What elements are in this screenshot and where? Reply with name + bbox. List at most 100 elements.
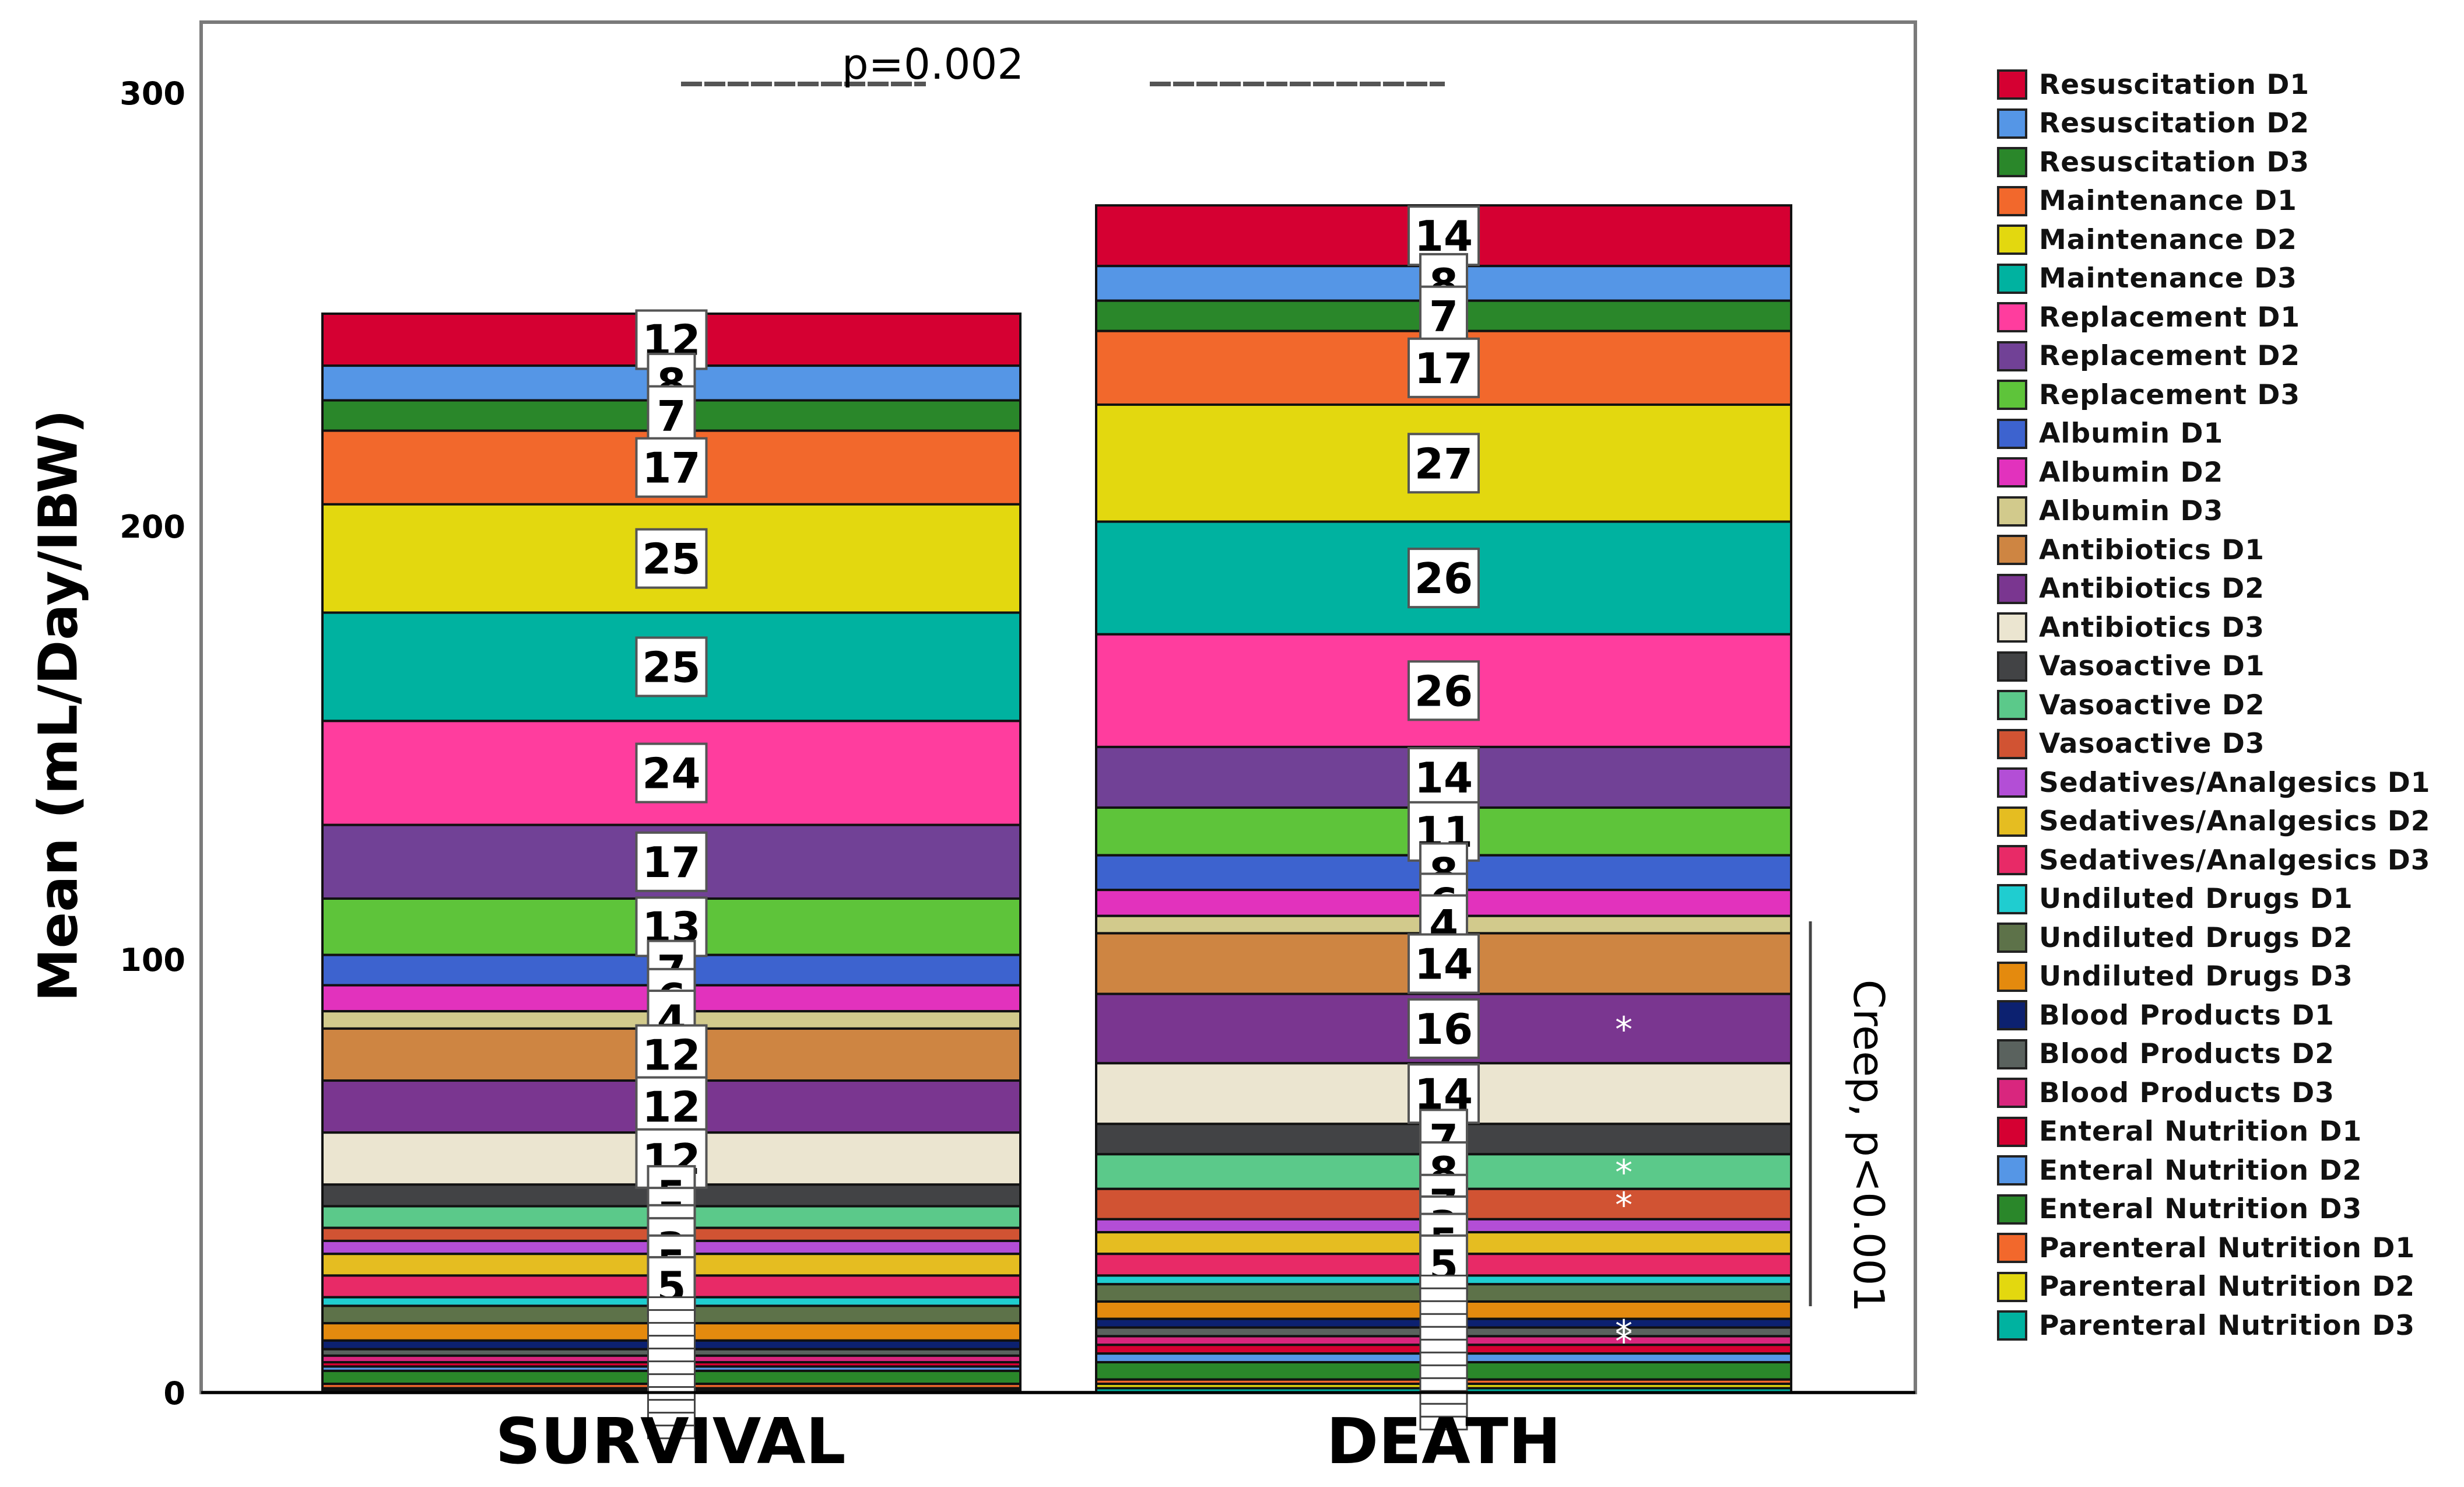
legend-item: Blood Products D1	[1997, 996, 2431, 1035]
legend-label: Maintenance D2	[2039, 223, 2297, 256]
legend-label: Enteral Nutrition D3	[2039, 1193, 2363, 1226]
legend-label: Replacement D3	[2039, 378, 2301, 411]
hidden-value-label	[1419, 1351, 1468, 1366]
hidden-value-label	[1419, 1338, 1468, 1353]
legend-label: Undiluted Drugs D2	[2039, 921, 2353, 954]
legend-label: Blood Products D1	[2039, 999, 2335, 1032]
legend-label: Sedatives/Analgesics D2	[2039, 805, 2431, 838]
legend-label: Parenteral Nutrition D1	[2039, 1232, 2416, 1264]
legend-item: Parenteral Nutrition D3	[1997, 1306, 2431, 1345]
hidden-value-label	[647, 1296, 696, 1311]
legend-label: Resuscitation D1	[2039, 68, 2310, 101]
legend-item: Undiluted Drugs D3	[1997, 958, 2431, 997]
legend-label: Parenteral Nutrition D2	[2039, 1271, 2416, 1303]
legend-label: Albumin D2	[2039, 456, 2224, 489]
svg-text:12: 12	[642, 1030, 700, 1079]
hidden-value-label	[647, 1335, 696, 1350]
svg-text:12: 12	[642, 1083, 700, 1132]
legend-item: Enteral Nutrition D3	[1997, 1190, 2431, 1229]
segment-value-label: 17	[1408, 337, 1480, 398]
legend-item: Sedatives/Analgesics D2	[1997, 802, 2431, 841]
segment-value-label: 14	[1408, 205, 1480, 266]
segment-value-label: 26	[1408, 660, 1480, 721]
legend-item: Albumin D1	[1997, 415, 2431, 454]
y-axis-title: Mean (mL/Day/IBW)	[27, 409, 90, 1002]
star-icon: *	[1615, 1009, 1633, 1050]
hidden-value-label	[1419, 1415, 1468, 1430]
star-icon: *	[1615, 1185, 1633, 1226]
svg-text:26: 26	[1414, 554, 1473, 603]
legend-label: Replacement D2	[2039, 340, 2301, 373]
significance-stars: *****	[1615, 1009, 1633, 1362]
legend-item: Undiluted Drugs D1	[1997, 880, 2431, 919]
legend-label: Blood Products D2	[2039, 1038, 2335, 1071]
segment-value-label: 17	[635, 831, 708, 892]
legend: Resuscitation D1 Resuscitation D2 Resuscit…	[1997, 65, 2431, 1345]
segment-value-label: 7	[647, 385, 696, 446]
legend-label: Maintenance D3	[2039, 262, 2297, 295]
svg-text:27: 27	[1414, 439, 1473, 488]
svg-text:14: 14	[1414, 939, 1473, 988]
legend-item: Enteral Nutrition D2	[1997, 1151, 2431, 1190]
segment-value-label: 25	[635, 636, 708, 697]
svg-text:7: 7	[657, 392, 686, 441]
svg-text:17: 17	[642, 838, 700, 887]
legend-swatch	[1997, 690, 2027, 721]
y-tick-label: 200	[120, 508, 185, 545]
svg-text:14: 14	[1414, 212, 1473, 261]
legend-swatch	[1997, 1039, 2027, 1069]
legend-item: Undiluted Drugs D2	[1997, 918, 2431, 958]
legend-item: Parenteral Nutrition D2	[1997, 1268, 2431, 1307]
legend-label: Blood Products D3	[2039, 1076, 2335, 1109]
legend-swatch	[1997, 380, 2027, 411]
legend-label: Replacement D1	[2039, 301, 2301, 334]
legend-item: Vasoactive D2	[1997, 686, 2431, 725]
hidden-value-label	[1419, 1364, 1468, 1379]
creep-annotation: Creep, p<0.001	[1844, 979, 1893, 1313]
legend-swatch	[1997, 1233, 2027, 1264]
legend-swatch	[1997, 263, 2027, 294]
legend-swatch	[1997, 573, 2027, 604]
legend-label: Vasoactive D3	[2039, 728, 2265, 760]
svg-text:25: 25	[642, 535, 700, 584]
legend-swatch	[1997, 1271, 2027, 1302]
y-tick-label: 0	[163, 1375, 185, 1412]
legend-item: Vasoactive D1	[1997, 647, 2431, 686]
legend-swatch	[1997, 1155, 2027, 1186]
hidden-value-label	[1419, 1287, 1468, 1302]
legend-swatch	[1997, 418, 2027, 449]
hidden-value-label	[647, 1322, 696, 1337]
legend-item: Resuscitation D2	[1997, 104, 2431, 143]
legend-label: Undiluted Drugs D1	[2039, 883, 2353, 916]
segment-value-label: 14	[1408, 933, 1480, 994]
legend-item: Blood Products D2	[1997, 1035, 2431, 1074]
legend-swatch	[1997, 341, 2027, 371]
svg-text:16: 16	[1414, 1005, 1473, 1054]
legend-label: Albumin D3	[2039, 495, 2224, 528]
hidden-value-label	[647, 1309, 696, 1324]
legend-label: Parenteral Nutrition D3	[2039, 1309, 2416, 1342]
legend-item: Sedatives/Analgesics D1	[1997, 763, 2431, 802]
legend-label: Resuscitation D2	[2039, 107, 2310, 140]
legend-item: Replacement D3	[1997, 376, 2431, 415]
legend-swatch	[1997, 535, 2027, 566]
legend-swatch	[1997, 457, 2027, 488]
legend-item: Maintenance D1	[1997, 182, 2431, 221]
hidden-value-label	[1419, 1274, 1468, 1289]
legend-label: Enteral Nutrition D2	[2039, 1154, 2363, 1187]
legend-swatch	[1997, 302, 2027, 333]
segment-value-label: 7	[1419, 285, 1468, 346]
segment-value-label: 12	[635, 1024, 708, 1085]
legend-item: Parenteral Nutrition D1	[1997, 1229, 2431, 1268]
hidden-value-label	[647, 1360, 696, 1376]
legend-swatch	[1997, 225, 2027, 255]
legend-label: Vasoactive D2	[2039, 689, 2265, 721]
segment-value-label: 14	[1408, 746, 1480, 808]
legend-swatch	[1997, 651, 2027, 682]
svg-text:17: 17	[642, 444, 700, 493]
legend-swatch	[1997, 961, 2027, 992]
legend-swatch	[1997, 728, 2027, 759]
hidden-value-label	[647, 1373, 696, 1388]
legend-item: Resuscitation D3	[1997, 143, 2431, 182]
